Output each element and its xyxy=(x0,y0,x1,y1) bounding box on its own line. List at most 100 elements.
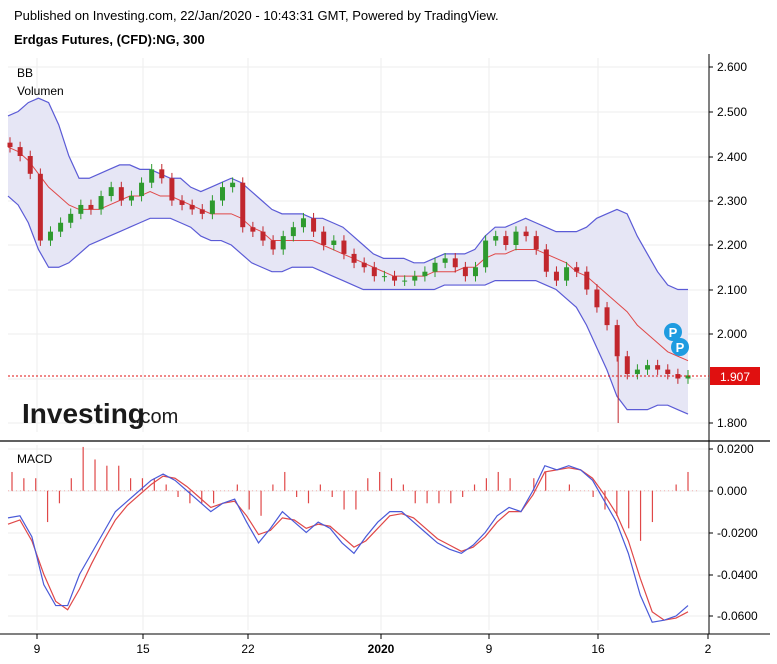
candle-body xyxy=(7,142,13,148)
candle-body xyxy=(17,147,23,156)
candle-body xyxy=(412,276,418,281)
time-tick-label: 16 xyxy=(591,642,605,656)
macd-tick-label: -0.0400 xyxy=(717,568,758,582)
candle-body xyxy=(665,369,671,375)
candle-body xyxy=(199,209,205,214)
macd-tick-label: -0.0600 xyxy=(717,609,758,623)
time-tick-label: 22 xyxy=(241,642,255,656)
time-tick-label: 9 xyxy=(486,642,493,656)
bb-upper-line xyxy=(7,97,688,291)
candle-body xyxy=(442,258,448,263)
logo-suffix: .com xyxy=(135,406,178,428)
event-marker[interactable]: P xyxy=(664,323,682,341)
candle-body xyxy=(523,231,529,237)
candle-body xyxy=(280,236,286,250)
candle-body xyxy=(564,267,570,281)
candle-body xyxy=(98,196,104,210)
candle-body xyxy=(604,307,610,326)
published-caption: Published on Investing.com, 22/Jan/2020 … xyxy=(14,8,499,23)
candle-body xyxy=(422,271,428,277)
time-tick-label: 15 xyxy=(136,642,150,656)
candle-body xyxy=(88,204,94,210)
macd-y-axis: 0.0200 0.000 -0.0200 -0.0400 -0.0600 xyxy=(709,442,758,623)
time-axis: 9 15 22 2020 9 16 2 xyxy=(34,634,712,656)
candle-body xyxy=(240,182,246,228)
candle-body xyxy=(645,365,651,370)
candle-body xyxy=(47,231,53,241)
candle-body xyxy=(685,375,691,379)
time-tick-label: 2 xyxy=(705,642,712,656)
price-tick-label: 2.500 xyxy=(717,105,747,119)
investing-logo: Investing .com xyxy=(22,398,178,429)
candle-body xyxy=(432,262,438,272)
candle-body xyxy=(381,276,387,278)
candle-body xyxy=(209,200,215,214)
marker-label: P xyxy=(676,340,685,355)
candle-body xyxy=(574,267,580,272)
price-tick-label: 2.400 xyxy=(717,150,747,164)
candle-body xyxy=(230,182,236,188)
marker-label: P xyxy=(669,325,678,340)
price-tick-label: 2.000 xyxy=(717,327,747,341)
candle-body xyxy=(78,204,84,214)
bb-label: BB xyxy=(17,66,33,80)
time-tick-label: 2020 xyxy=(368,642,395,656)
candle-body xyxy=(624,356,630,375)
macd-tick-label: 0.000 xyxy=(717,484,747,498)
candle-body xyxy=(553,271,559,281)
price-tick-label: 2.600 xyxy=(717,60,747,74)
macd-tick-label: 0.0200 xyxy=(717,442,754,456)
candle-body xyxy=(331,240,337,245)
candle-body xyxy=(139,182,145,197)
candle-body xyxy=(361,262,367,268)
candle-body xyxy=(351,253,357,263)
candle-body xyxy=(169,178,175,201)
candle-body xyxy=(108,187,114,197)
candle-body xyxy=(128,196,134,201)
candle-body xyxy=(483,240,489,268)
bollinger-bands xyxy=(7,97,689,415)
price-tick-label: 2.200 xyxy=(717,238,747,252)
candle-body xyxy=(149,169,155,183)
candle-body xyxy=(371,267,377,277)
candle-body xyxy=(543,249,549,272)
price-tick-label: 2.100 xyxy=(717,283,747,297)
current-price-label: 1.907 xyxy=(720,370,750,384)
candle-body xyxy=(594,289,600,308)
candle-body xyxy=(159,169,165,179)
candle-body xyxy=(513,231,519,245)
candle-body xyxy=(300,218,306,228)
candle-body xyxy=(321,231,327,245)
candle-body xyxy=(118,187,124,201)
candle-body xyxy=(290,227,296,237)
event-marker[interactable]: P xyxy=(671,338,689,356)
candle-body xyxy=(472,267,478,277)
price-y-axis: 2.600 2.500 2.400 2.300 2.200 2.100 2.00… xyxy=(709,60,747,430)
signal-line xyxy=(7,467,689,621)
time-tick-label: 9 xyxy=(34,642,41,656)
candle-body xyxy=(634,369,640,375)
macd-tick-label: -0.0200 xyxy=(717,526,758,540)
candle-body xyxy=(452,258,458,268)
current-price-tag xyxy=(710,367,760,385)
macd-label: MACD xyxy=(17,452,53,466)
candle-body xyxy=(37,173,43,241)
candle-body xyxy=(250,227,256,232)
candle-body xyxy=(27,156,33,174)
candle-body xyxy=(584,271,590,290)
candle-body xyxy=(220,187,226,201)
candle-body xyxy=(655,365,661,370)
candle-body xyxy=(189,204,195,210)
chart-header: Published on Investing.com, 22/Jan/2020 … xyxy=(14,8,754,48)
candle-body xyxy=(58,222,64,232)
logo-brand: Investing xyxy=(22,398,145,429)
bb-lower-line xyxy=(7,195,689,415)
candle-body xyxy=(392,276,398,281)
candlestick-series xyxy=(7,137,691,423)
candle-body xyxy=(614,325,620,357)
candle-body xyxy=(270,240,276,250)
candle-body xyxy=(341,240,347,254)
price-tick-label: 2.300 xyxy=(717,194,747,208)
volume-label: Volumen xyxy=(17,84,64,98)
